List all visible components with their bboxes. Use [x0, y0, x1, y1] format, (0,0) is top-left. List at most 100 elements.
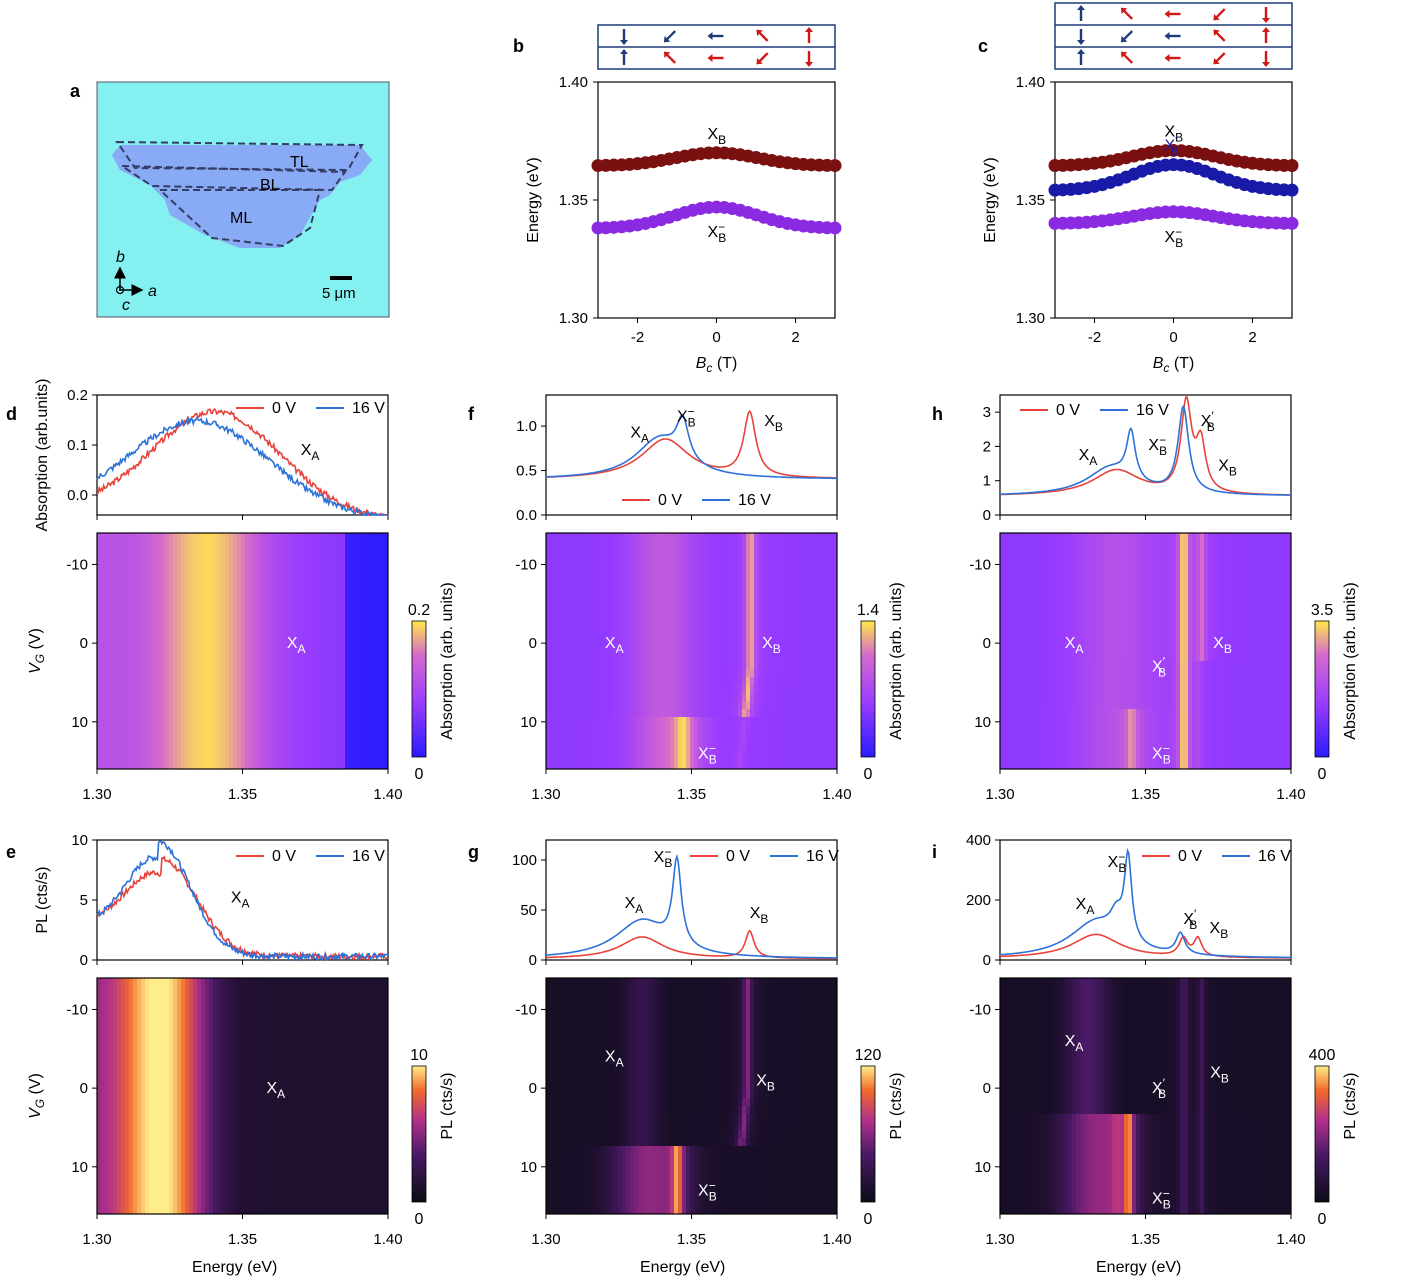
heatmap-cell [353, 709, 358, 718]
heatmap-cell [333, 1114, 338, 1123]
heatmap-cell [229, 1002, 234, 1011]
y-tick-label: 1.35 [1016, 192, 1045, 209]
heatmap-cell [309, 994, 314, 1003]
heatmap-cell [157, 757, 162, 766]
heatmap-cell [349, 581, 354, 590]
heatmap-cell [97, 994, 102, 1003]
heatmap-cell [786, 533, 791, 542]
heatmap-cell [273, 1058, 278, 1067]
heatmap-cell [149, 978, 154, 987]
heatmap-cell [249, 581, 254, 590]
heatmap-cell [161, 1042, 166, 1051]
heatmap-cell [345, 565, 350, 574]
heatmap-cell [129, 605, 134, 614]
heatmap-cell [173, 1210, 178, 1215]
heatmap-cell [137, 733, 142, 742]
series-label: X− B [708, 220, 727, 245]
heatmap-cell [305, 1058, 310, 1067]
heatmap-cell [249, 757, 254, 766]
heatmap-cell [121, 533, 126, 542]
heatmap-cell [345, 597, 350, 606]
heatmap-cell [281, 1002, 286, 1011]
heatmap-cell [305, 1098, 310, 1107]
heatmap-cell [169, 621, 174, 630]
heatmap-cell [105, 994, 110, 1003]
heatmap-cell [141, 1170, 146, 1179]
heatmap-cell [650, 549, 655, 558]
heatmap-cell [269, 1026, 274, 1035]
heatmap-cell [826, 541, 831, 550]
heatmap-cell [201, 1066, 206, 1075]
heatmap-cell [245, 629, 250, 638]
heatmap-cell [361, 1146, 366, 1155]
heatmap-cell [137, 613, 142, 622]
heatmap-cell [189, 685, 194, 694]
heatmap-cell [261, 757, 266, 766]
heatmap-cell [177, 757, 182, 766]
heatmap-cell [758, 541, 763, 550]
heatmap-cell [313, 573, 318, 582]
heatmap-cell [153, 1162, 158, 1171]
heatmap-cell [385, 557, 389, 566]
y-tick-label: 1.35 [559, 192, 588, 209]
heatmap-cell [189, 725, 194, 734]
heatmap-cell [321, 725, 326, 734]
heatmap-cell [181, 717, 186, 726]
heatmap-cell [341, 1114, 346, 1123]
heatmap-cell [153, 717, 158, 726]
heatmap-cell [113, 1138, 118, 1147]
heatmap-cell [193, 1098, 198, 1107]
x-axis-label: Bc (T) [696, 355, 738, 375]
heatmap-cell [161, 717, 166, 726]
panel-b: 1.301.351.40-2 0 2Bc (T)Energy (eV)XBX− B [525, 24, 842, 375]
heatmap-cell [317, 605, 322, 614]
heatmap-cell [742, 549, 747, 558]
heatmap-cell [125, 1058, 130, 1067]
heatmap-cell [281, 1074, 286, 1083]
heatmap-cell [602, 557, 607, 566]
heatmap-cell [289, 1146, 294, 1155]
heatmap-cell [293, 1202, 298, 1211]
heatmap-cell [345, 549, 350, 558]
heatmap-cell [129, 733, 134, 742]
heatmap-cell [365, 978, 370, 987]
heatmap-cell [321, 589, 326, 598]
heatmap-cell [109, 685, 114, 694]
heatmap-cell [309, 1146, 314, 1155]
heatmap-cell [317, 1050, 322, 1059]
heatmap-cell [109, 1170, 114, 1179]
heatmap-cell [634, 549, 639, 558]
heatmap-cell [309, 1162, 314, 1171]
heatmap-cell [365, 1018, 370, 1027]
heatmap-cell [137, 541, 142, 550]
heatmap-cell [726, 533, 731, 542]
heatmap-cell [714, 533, 719, 542]
heatmap-cell [101, 661, 106, 670]
heatmap-cell [273, 978, 278, 987]
heatmap-cell [313, 1082, 318, 1091]
heatmap-cell [105, 725, 110, 734]
heatmap-cell [213, 1058, 218, 1067]
heatmap-cell [201, 709, 206, 718]
heatmap-cell [277, 741, 282, 750]
heatmap-cell [309, 581, 314, 590]
heatmap-cell [141, 1018, 146, 1027]
heatmap-cell [141, 605, 146, 614]
heatmap-cell [317, 541, 322, 550]
heatmap-cell [365, 994, 370, 1003]
heatmap-cell [129, 685, 134, 694]
heatmap-cell [277, 1066, 282, 1075]
heatmap-cell [301, 1010, 306, 1019]
heatmap-cell [213, 994, 218, 1003]
heatmap-cell [193, 709, 198, 718]
heatmap-cell [345, 1122, 350, 1131]
heatmap-cell [293, 581, 298, 590]
heatmap-cell [273, 621, 278, 630]
heatmap-cell [261, 1146, 266, 1155]
heatmap-cell [249, 589, 254, 598]
heatmap-cell [329, 1066, 334, 1075]
heatmap-cell [257, 1122, 262, 1131]
heatmap-cell [309, 653, 314, 662]
heatmap-cell [261, 685, 266, 694]
heatmap-cell [101, 573, 106, 582]
